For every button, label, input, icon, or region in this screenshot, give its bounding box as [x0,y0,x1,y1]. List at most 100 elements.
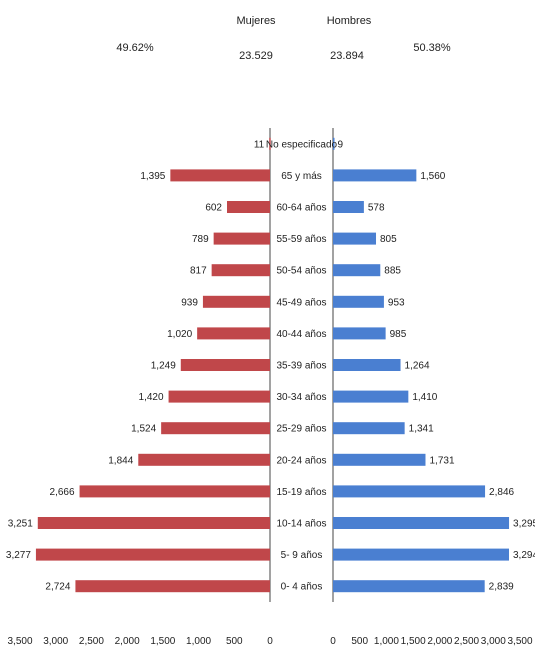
female-bar-label: 602 [205,203,222,214]
female-bar-label: 3,251 [8,519,33,530]
male-bar [333,327,386,340]
female-bar [75,580,270,593]
age-group-label: 10-14 años [276,519,326,530]
male-bar [333,169,417,182]
age-group-label: 25-29 años [276,424,326,435]
right-tick-label: 1,500 [401,636,426,647]
male-bar-label: 1,341 [409,424,434,435]
female-bar-label: 2,666 [50,487,75,498]
male-bar-label: 1,731 [429,455,454,466]
male-bar [333,517,510,529]
male-bar [333,137,335,150]
age-group-label: No especificado [266,139,338,150]
female-bar [211,264,270,277]
male-bar [333,295,384,308]
left-tick-label: 3,500 [7,636,32,647]
male-total: 23.894 [330,50,364,62]
age-group-label: 40-44 años [276,329,326,340]
male-bar [333,232,377,245]
age-group-label: 0- 4 años [281,582,323,593]
female-bar [79,485,270,498]
male-bar-label: 1,410 [412,392,437,403]
right-tick-label: 1,000 [374,636,399,647]
female-bar-label: 939 [181,297,198,308]
male-bar-label: 9 [337,139,343,150]
female-total: 23.529 [239,50,273,62]
female-bar-label: 1,420 [139,392,164,403]
female-header-label: Mujeres [236,15,276,27]
age-group-label: 15-19 años [276,487,326,498]
age-group-label: 30-34 años [276,392,326,403]
right-tick-label: 2,500 [454,636,479,647]
female-bar-label: 789 [192,234,209,245]
plot-area: 2,724 2,839 0- 4 años 3,277 3,294 5- 9 años 3,… [6,128,535,647]
male-bar [333,359,401,371]
male-bar [333,453,426,466]
left-tick-label: 2,000 [115,636,140,647]
male-bar-label: 2,839 [489,582,514,593]
female-bar-label: 1,020 [167,329,192,340]
male-bar-label: 885 [384,266,401,277]
right-tick-label: 3,500 [507,636,532,647]
female-bar-label: 1,395 [140,171,165,182]
male-percentage: 50.38% [413,42,451,54]
male-bar [333,201,364,213]
age-group-label: 5- 9 años [281,550,323,561]
female-bar-label: 11 [254,139,265,150]
age-group-label: 65 y más [281,171,322,182]
male-bar-label: 953 [388,297,405,308]
female-percentage: 49.62% [116,42,154,54]
male-bar [333,422,405,435]
age-group-label: 55-59 años [276,234,326,245]
male-header-label: Hombres [327,15,372,27]
age-group-label: 20-24 años [276,455,326,466]
male-bar [333,485,486,498]
male-bar [333,390,409,403]
female-bar [161,422,270,435]
age-group-label: 45-49 años [276,297,326,308]
male-bar-label: 805 [380,234,397,245]
age-group-label: 35-39 años [276,361,326,372]
female-bar [213,232,270,245]
female-bar [197,327,270,340]
left-tick-label: 2,500 [79,636,104,647]
left-tick-label: 500 [226,636,243,647]
male-bar-label: 578 [368,203,385,214]
left-tick-label: 1,500 [150,636,175,647]
female-bar-label: 817 [190,266,207,277]
male-bar [333,548,509,561]
male-bar-label: 1,264 [405,361,430,372]
left-tick-label: 1,000 [186,636,211,647]
female-bar [168,390,270,403]
male-bar-label: 985 [390,329,407,340]
female-bar [269,137,271,150]
male-bar-label: 3,295 [513,519,535,530]
female-bar-label: 1,524 [131,424,156,435]
right-tick-label: 2,000 [427,636,452,647]
female-bar [138,453,270,466]
right-tick-label: 0 [330,636,336,647]
female-bar [35,548,270,561]
male-bar-label: 1,560 [420,171,445,182]
male-bar [333,264,381,277]
female-bar [37,517,271,529]
age-group-label: 60-64 años [276,203,326,214]
female-bar-label: 1,844 [108,455,133,466]
left-tick-label: 3,000 [43,636,68,647]
male-bar [333,580,485,593]
right-tick-label: 3,000 [481,636,506,647]
age-group-label: 50-54 años [276,266,326,277]
female-bar-label: 3,277 [6,550,31,561]
male-bar-label: 3,294 [513,550,535,561]
right-tick-label: 500 [351,636,368,647]
female-bar [202,295,270,308]
left-tick-label: 0 [267,636,273,647]
female-bar [180,359,270,371]
female-bar-label: 2,724 [45,582,70,593]
female-bar [170,169,270,182]
male-bar-label: 2,846 [489,487,514,498]
female-bar [227,201,270,213]
female-bar-label: 1,249 [151,361,176,372]
